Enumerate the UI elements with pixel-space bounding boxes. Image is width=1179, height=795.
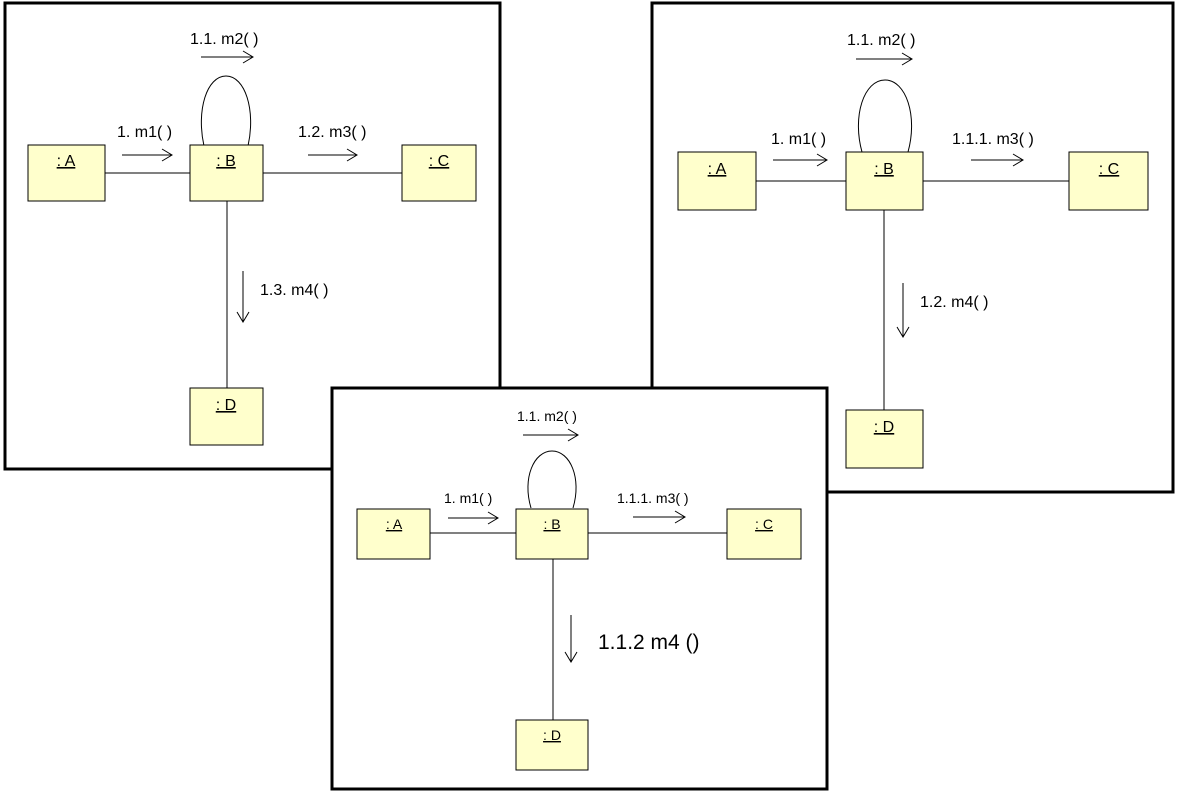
object-c[interactable]: : C [401, 144, 477, 202]
arrow-m3 [633, 510, 686, 524]
arrow-m1 [448, 511, 499, 525]
svg-text:: A: : A [386, 516, 403, 532]
message-label-m1: 1. m1( ) [771, 131, 826, 148]
diagram-1: : A : B : C : D [3, 1, 502, 471]
object-a[interactable]: : A [27, 144, 106, 202]
object-d[interactable]: : D [845, 409, 924, 469]
svg-text:: A: : A [57, 153, 76, 170]
arrow-m2 [201, 50, 254, 64]
svg-text:: C: : C [755, 516, 773, 532]
svg-text:: B: : B [874, 161, 894, 178]
svg-text:: A: : A [708, 161, 727, 178]
arrow-m4 [564, 615, 578, 663]
arrow-m3 [308, 148, 358, 162]
object-a[interactable]: : A [356, 508, 431, 560]
message-label-m4: 1.1.2 m4 () [598, 631, 700, 654]
diagram-3: : A : B : C : D [330, 386, 829, 791]
message-label-m2: 1.1. m2( ) [847, 32, 915, 49]
object-a[interactable]: : A [677, 151, 757, 211]
message-label-m1: 1. m1( ) [444, 490, 492, 506]
message-label-m2: 1.1. m2( ) [190, 31, 258, 48]
svg-text:: C: : C [1099, 161, 1119, 178]
object-b[interactable]: : B [515, 508, 589, 560]
message-label-m3: 1.1.1. m3( ) [617, 490, 689, 506]
svg-text:: D: : D [216, 397, 236, 414]
arrow-m2 [523, 428, 579, 442]
object-c[interactable]: : C [1068, 151, 1149, 211]
arrow-m1 [122, 148, 173, 162]
arrow-m2 [856, 52, 913, 66]
arrow-m4 [236, 271, 250, 323]
self-link-b [527, 450, 577, 509]
self-link-b [200, 75, 252, 147]
arrow-m3 [971, 153, 1024, 167]
message-label-m1: 1. m1( ) [117, 124, 172, 141]
message-label-m4: 1.3. m4( ) [260, 282, 328, 299]
object-d[interactable]: : D [189, 387, 264, 446]
object-c[interactable]: : C [726, 508, 802, 560]
object-d[interactable]: : D [515, 719, 589, 771]
self-link-b [858, 79, 912, 153]
arrow-m1 [773, 153, 828, 167]
message-label-m3: 1.1.1. m3( ) [952, 131, 1034, 148]
message-label-m3: 1.2. m3( ) [298, 124, 366, 141]
svg-text:: C: : C [429, 153, 449, 170]
svg-text:: B: : B [216, 153, 236, 170]
object-b[interactable]: : B [189, 144, 264, 202]
message-label-m4: 1.2. m4( ) [920, 294, 988, 311]
svg-text:: D: : D [874, 419, 894, 436]
object-b[interactable]: : B [845, 151, 924, 211]
svg-text:: B: : B [543, 516, 560, 532]
arrow-m4 [896, 283, 910, 338]
svg-text:: D: : D [543, 727, 561, 743]
message-label-m2: 1.1. m2( ) [517, 408, 577, 424]
